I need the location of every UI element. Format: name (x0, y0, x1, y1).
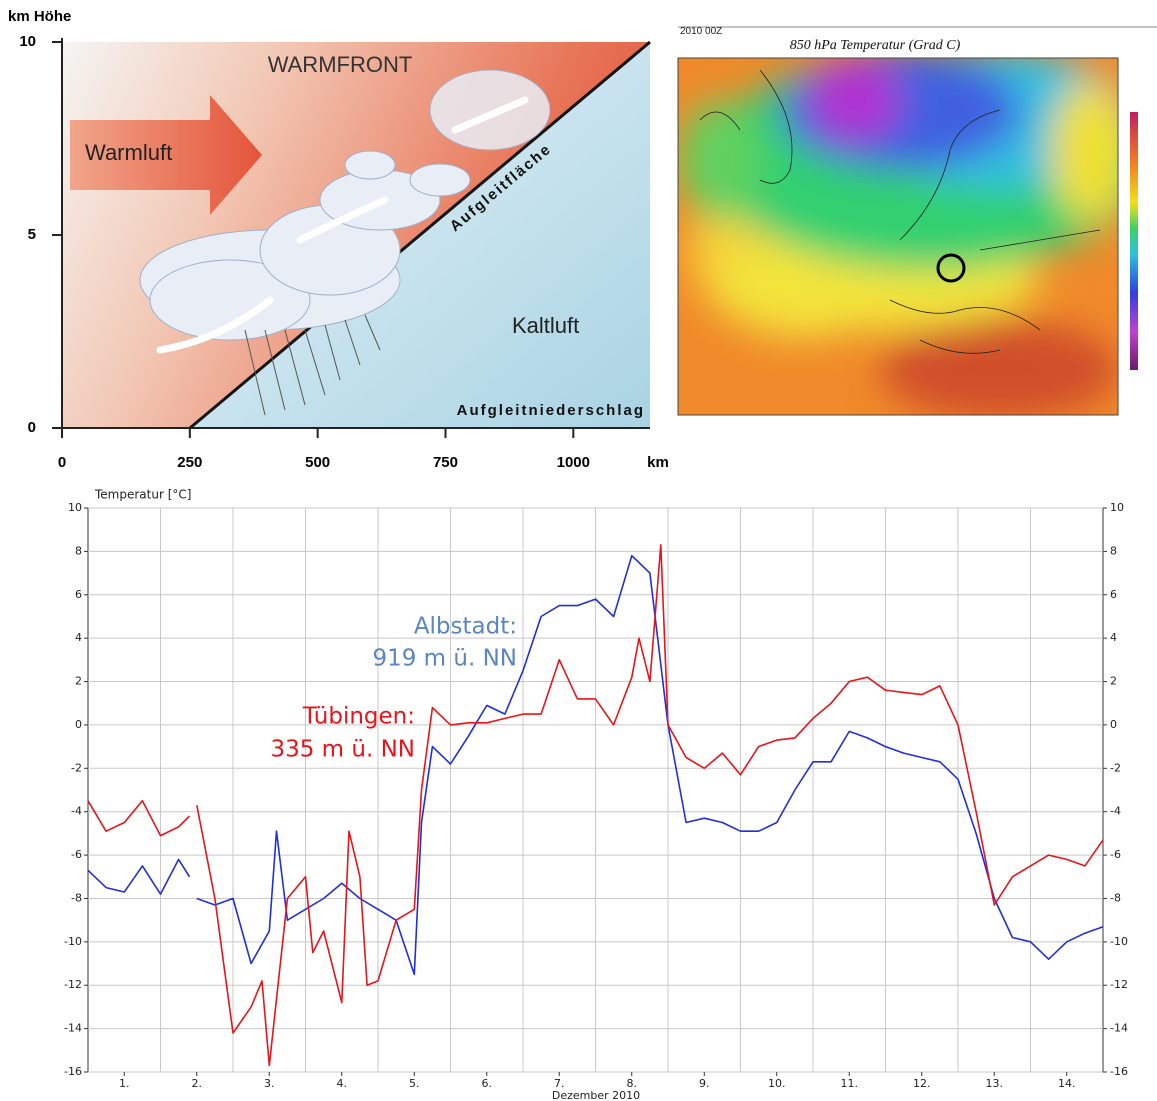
x-axis-unit: km (647, 454, 669, 471)
y-tick-label-right: -14 (1110, 1022, 1128, 1035)
y-tick-label-right: -2 (1110, 761, 1121, 774)
y-tick-label: -16 (64, 1065, 82, 1078)
y-tick-label: 5 (28, 226, 36, 243)
y-tick-label: 6 (75, 588, 82, 601)
x-tick-label: 0 (58, 454, 66, 471)
y-axis-title: Temperatur [°C] (94, 488, 191, 502)
x-tick-label: 11. (841, 1077, 859, 1090)
y-tick-label: 4 (75, 631, 82, 644)
label-warmfront: WARMFRONT (268, 52, 413, 77)
y-tick-label-right: 4 (1110, 631, 1117, 644)
x-tick-label: 14. (1058, 1077, 1076, 1090)
y-tick-label: -2 (71, 761, 82, 774)
map-title: 850 hPa Temperatur (Grad C) (790, 38, 961, 53)
map-field (678, 50, 1150, 420)
y-tick-label: 0 (75, 718, 82, 731)
y-tick-label-right: -12 (1110, 978, 1128, 991)
x-tick-label: 2. (192, 1077, 203, 1090)
x-tick-label: 5. (409, 1077, 420, 1090)
x-tick-label: 500 (305, 454, 330, 471)
x-tick-label: 9. (699, 1077, 710, 1090)
y-tick-label-right: 10 (1110, 501, 1124, 514)
x-tick-label: 250 (177, 454, 202, 471)
y-tick-label: -12 (64, 978, 82, 991)
x-axis-title: Dezember 2010 (552, 1089, 640, 1101)
x-tick-label: 1000 (557, 454, 590, 471)
y-tick-label: -14 (64, 1022, 82, 1035)
x-tick-label: 1. (119, 1077, 130, 1090)
map-run: 2010 00Z (680, 26, 722, 37)
x-tick-label: 10. (768, 1077, 786, 1090)
x-tick-label: 3. (264, 1077, 275, 1090)
colorbar (1130, 112, 1138, 370)
y-tick-label: 2 (75, 675, 82, 688)
y-tick-label-right: -4 (1110, 805, 1121, 818)
x-tick-label: 13. (986, 1077, 1004, 1090)
x-tick-label: 12. (913, 1077, 931, 1090)
y-tick-label-right: 2 (1110, 675, 1117, 688)
y-tick-label: 0 (28, 419, 36, 436)
y-tick-label-right: -8 (1110, 891, 1121, 904)
y-tick-label-right: 0 (1110, 718, 1117, 731)
y-tick-label: -10 (64, 935, 82, 948)
x-tick-label: 750 (433, 454, 458, 471)
page: km Höhe km WARMFRONT Warmluft Kaltluft A… (0, 0, 1157, 1101)
y-tick-label-right: -10 (1110, 935, 1128, 948)
y-tick-label: -8 (71, 891, 82, 904)
front-diagram: km Höhe km WARMFRONT Warmluft Kaltluft A… (8, 8, 669, 471)
y-tick-label-right: -6 (1110, 848, 1121, 861)
label-niederschlag: Aufgleitniederschlag (457, 402, 645, 419)
y-tick-label: 8 (75, 544, 82, 557)
y-tick-label: 10 (19, 33, 36, 50)
annotation: Tübingen: (302, 704, 415, 730)
x-tick-label: 4. (337, 1077, 348, 1090)
annotation: 335 m ü. NN (270, 737, 415, 763)
y-tick-label-right: 6 (1110, 588, 1117, 601)
line-chart: -16 -16 -14 -14 -12 -12 -10 -10 -8 -8 -6 -6 -4 -4 -2 -2… (64, 501, 1128, 1090)
x-tick-label: 6. (482, 1077, 493, 1090)
label-warmluft: Warmluft (85, 140, 172, 165)
y-tick-label: 10 (68, 501, 82, 514)
y-tick-label-right: -16 (1110, 1065, 1128, 1078)
annotation: Albstadt: (414, 614, 517, 640)
annotation: 919 m ü. NN (372, 646, 517, 672)
y-tick-label: -6 (71, 848, 82, 861)
label-kaltluft: Kaltluft (512, 313, 579, 338)
y-tick-label-right: 8 (1110, 544, 1117, 557)
y-axis-label: km Höhe (8, 8, 71, 25)
y-tick-label: -4 (71, 805, 82, 818)
temperature-map: 2010 00Z 850 hPa Temperatur (Grad C) (678, 26, 1157, 420)
